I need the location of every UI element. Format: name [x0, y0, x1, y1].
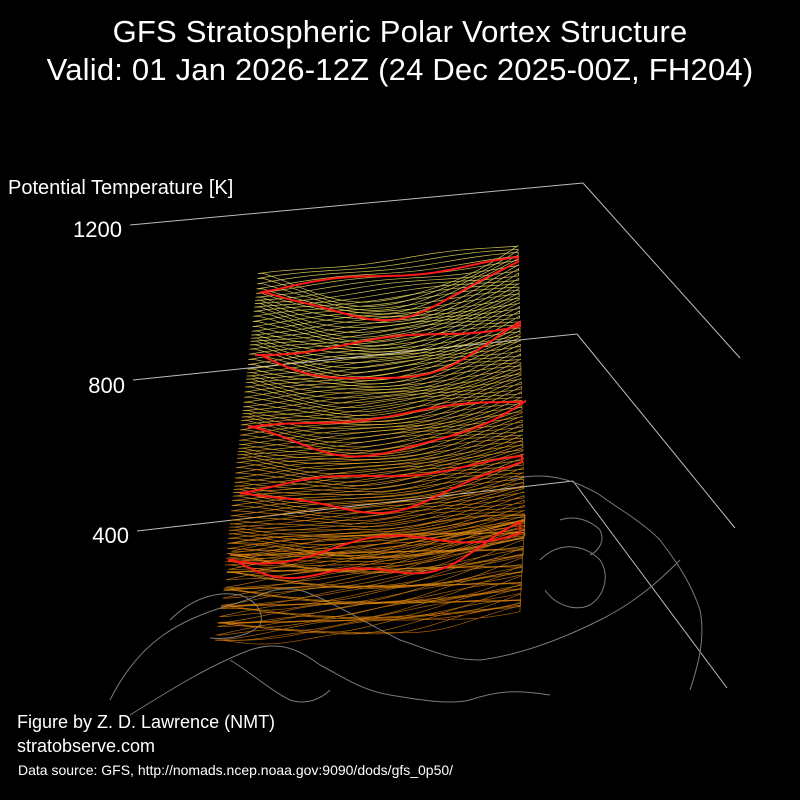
isentropic-contour: [234, 444, 524, 490]
lower-level-contour: [229, 528, 525, 570]
isentropic-contour: [256, 252, 519, 311]
isentropic-contour: [226, 516, 525, 557]
data-source-credit: Data source: GFS, http://nomads.ncep.noa…: [18, 762, 454, 778]
isentropic-contour: [230, 482, 525, 525]
isentropic-contour: [236, 429, 523, 474]
isentropic-contour: [251, 297, 520, 353]
grid-line-1200-back: [582, 182, 741, 359]
lower-level-contour: [216, 599, 521, 634]
isentropic-contour: [240, 396, 523, 444]
highlight-contour: [239, 454, 523, 515]
lower-level-contour: [219, 583, 522, 618]
author-credit: Figure by Z. D. Lawrence (NMT): [17, 712, 276, 732]
highlight-contour: [227, 520, 521, 580]
isentropic-contour: [250, 305, 520, 359]
isentropic-contour: [230, 486, 525, 527]
isentropic-contour: [241, 386, 522, 434]
chart-title-line1: GFS Stratospheric Polar Vortex Structure: [112, 14, 688, 49]
isentropic-contour: [257, 244, 519, 303]
isentropic-contour: [251, 302, 520, 355]
isentropic-contour: [226, 520, 526, 560]
isentropic-contour: [255, 267, 519, 324]
isentropic-contour: [244, 362, 522, 413]
isentropic-contour: [231, 475, 524, 518]
isentropic-contour: [231, 478, 525, 522]
lower-level-contour: [223, 556, 523, 599]
z-tick-1200: 1200: [73, 217, 122, 242]
grid-line-1200: [129, 182, 584, 226]
isentropic-contour: [255, 264, 519, 321]
website-credit: stratobserve.com: [17, 736, 156, 756]
isentropic-contour: [234, 453, 524, 495]
isentropic-contour: [246, 343, 521, 394]
isentropic-contour: [245, 348, 521, 399]
isentropic-contour: [250, 310, 520, 364]
highlight-contour: [259, 255, 519, 322]
isentropic-contour: [254, 277, 520, 333]
isentropic-contour: [252, 289, 520, 346]
vortex-isentropic-contours: [224, 244, 526, 572]
isentropic-contour: [225, 524, 526, 562]
isentropic-contour: [257, 248, 519, 307]
isentropic-contour: [237, 419, 523, 465]
isentropic-contour: [229, 491, 525, 531]
isentropic-contour: [249, 315, 521, 369]
isentropic-contour: [232, 466, 524, 510]
grid-line-800-back: [576, 333, 736, 529]
isentropic-contour: [234, 449, 524, 493]
highlight-contour: [254, 320, 521, 380]
lower-level-contour: [223, 565, 523, 602]
lower-level-contour: [217, 593, 522, 631]
lower-level-contour: [226, 538, 524, 582]
highlight-contour: [247, 399, 526, 458]
isentropic-contour: [247, 335, 521, 388]
isentropic-contour: [235, 441, 524, 486]
chart-title-line2: Valid: 01 Jan 2026-12Z (24 Dec 2025-00Z,…: [46, 52, 754, 87]
isentropic-contour: [233, 457, 524, 500]
axis-frame: [129, 182, 741, 689]
z-tick-800: 800: [88, 373, 125, 398]
z-axis-label: Potential Temperature [K]: [8, 177, 233, 199]
isentropic-contour: [243, 369, 522, 420]
isentropic-contour: [245, 358, 522, 408]
isentropic-contour: [254, 272, 520, 328]
isentropic-contour: [245, 353, 521, 404]
isentropic-contour: [228, 504, 525, 545]
lower-level-contour: [214, 605, 521, 645]
isentropic-contour: [237, 423, 523, 470]
isentropic-contour: [247, 331, 521, 385]
isentropic-contour: [238, 415, 523, 460]
isentropic-contour: [242, 381, 522, 429]
z-tick-400: 400: [92, 523, 129, 548]
grid-line-400: [136, 480, 574, 532]
lower-level-contour: [226, 546, 524, 586]
vortex-highlight-contours: [227, 255, 526, 580]
isentropic-contour: [239, 406, 523, 455]
isentropic-contour: [243, 373, 522, 423]
isentropic-contour: [246, 339, 521, 390]
isentropic-contour: [227, 510, 525, 549]
isentropic-contour: [232, 472, 524, 514]
grid-line-400-back: [572, 480, 728, 689]
isentropic-contour: [244, 365, 522, 416]
lower-level-contour: [228, 531, 525, 573]
